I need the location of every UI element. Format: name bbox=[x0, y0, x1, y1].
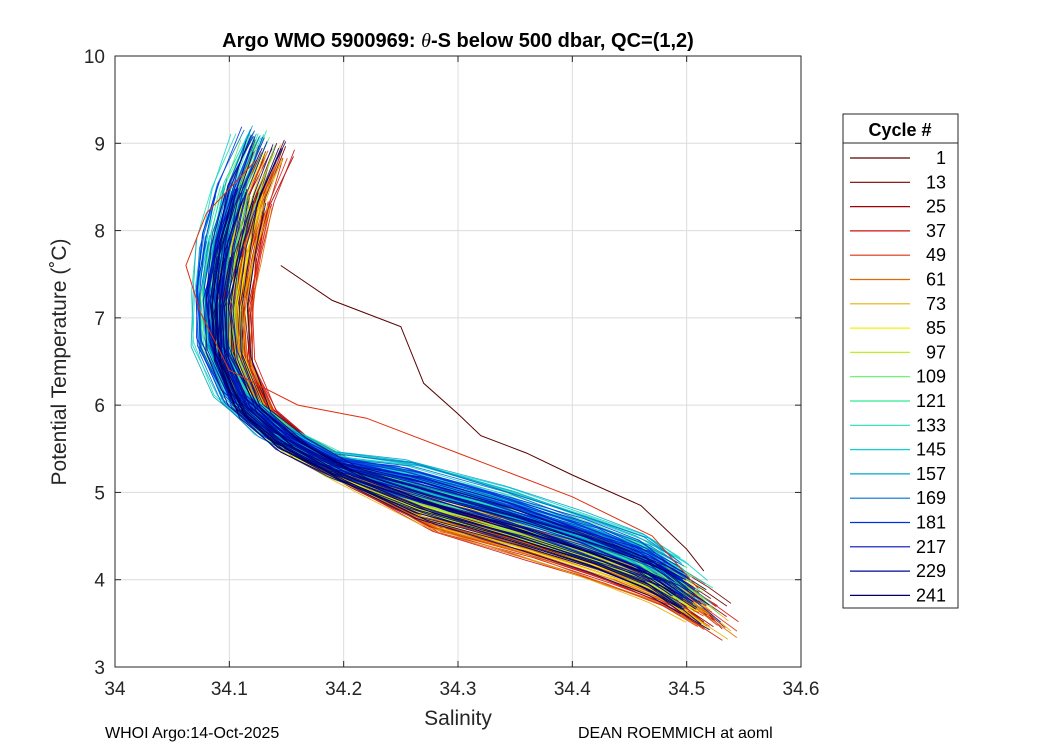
legend-label-49: 49 bbox=[926, 245, 946, 265]
legend-label-157: 157 bbox=[916, 464, 946, 484]
profile-line bbox=[207, 136, 677, 576]
x-tick-label: 34.3 bbox=[440, 679, 477, 700]
y-tick-label: 10 bbox=[84, 47, 105, 68]
chart-title-theta: θ bbox=[421, 30, 431, 52]
profile-line bbox=[213, 258, 681, 615]
profile-line bbox=[228, 201, 698, 608]
x-tick-label: 34.5 bbox=[668, 679, 705, 700]
profile-line bbox=[218, 147, 687, 607]
profile-line bbox=[230, 144, 695, 595]
profile-line-early bbox=[185, 160, 699, 589]
legend-label-1: 1 bbox=[936, 148, 946, 168]
profile-line bbox=[246, 203, 710, 606]
legend-label-169: 169 bbox=[916, 488, 946, 508]
legend-label-145: 145 bbox=[916, 440, 946, 460]
legend-label-217: 217 bbox=[916, 537, 946, 557]
profile-line bbox=[225, 193, 689, 591]
legend-label-61: 61 bbox=[926, 270, 946, 290]
legend-label-25: 25 bbox=[926, 197, 946, 217]
x-tick-label: 34.1 bbox=[211, 679, 248, 700]
profile-line bbox=[238, 141, 707, 591]
legend-box bbox=[842, 113, 959, 609]
legend-label-133: 133 bbox=[916, 415, 946, 435]
footer-right-credit: DEAN ROEMMICH at aoml bbox=[578, 725, 773, 742]
legend-label-37: 37 bbox=[926, 221, 946, 241]
legend-label-97: 97 bbox=[926, 342, 946, 362]
legend-title: Cycle # bbox=[868, 120, 931, 140]
x-axis-label: Salinity bbox=[424, 707, 492, 730]
y-tick-label: 6 bbox=[94, 396, 105, 417]
legend-label-85: 85 bbox=[926, 318, 946, 338]
legend-label-229: 229 bbox=[916, 561, 946, 581]
legend-label-241: 241 bbox=[916, 585, 946, 605]
chart-title-suffix: -S below 500 dbar, QC=(1,2) bbox=[431, 30, 694, 52]
profile-line bbox=[211, 194, 675, 596]
x-tick-label: 34.6 bbox=[783, 679, 820, 700]
y-axis-label: Potential Temperature (˚C) bbox=[48, 238, 71, 485]
y-tick-label: 8 bbox=[94, 222, 105, 243]
y-tick-label: 4 bbox=[94, 571, 105, 592]
y-tick-label: 9 bbox=[94, 134, 105, 155]
legend-label-73: 73 bbox=[926, 294, 946, 314]
x-tick-label: 34.4 bbox=[554, 679, 591, 700]
legend: Cycle # 1 13 25 37 49 61 73 85 97 109 121 133 145 157… bbox=[842, 113, 959, 609]
chart-title-prefix: Argo WMO 5900969: bbox=[222, 30, 421, 52]
chart-title: Argo WMO 5900969: θ-S below 500 dbar, QC… bbox=[222, 30, 694, 52]
legend-label-13: 13 bbox=[926, 172, 946, 192]
x-tick-label: 34 bbox=[104, 679, 126, 700]
y-tick-label: 5 bbox=[94, 483, 105, 504]
profile-line bbox=[214, 151, 680, 609]
y-tick-label: 3 bbox=[94, 658, 105, 679]
y-tick-label: 7 bbox=[94, 309, 105, 330]
legend-label-121: 121 bbox=[916, 391, 946, 411]
footer-left-credit: WHOI Argo:14-Oct-2025 bbox=[105, 725, 280, 742]
profile-line bbox=[235, 144, 704, 598]
legend-label-109: 109 bbox=[916, 367, 946, 387]
profile-line-cycle-1 bbox=[280, 265, 705, 572]
legend-label-181: 181 bbox=[916, 513, 946, 533]
x-tick-label: 34.2 bbox=[325, 679, 362, 700]
